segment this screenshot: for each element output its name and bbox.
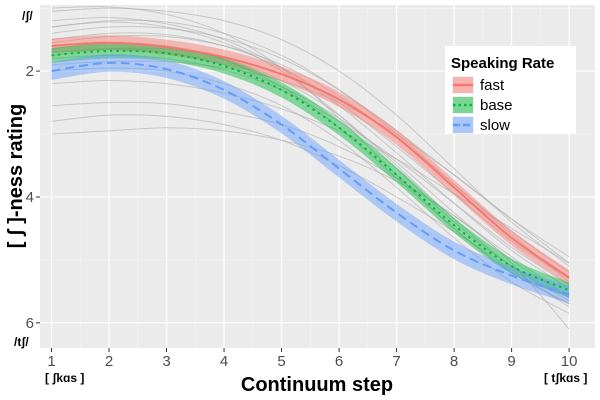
y-top-end-label: /ʃ/ — [22, 9, 33, 23]
series-line-fast — [51, 41, 570, 279]
x-left-end-label: [ ʃkɑs ] — [45, 371, 84, 385]
individual-curve — [51, 47, 570, 302]
legend-key-fill-base — [453, 97, 473, 113]
individual-curve — [51, 19, 570, 273]
x-tick-label: 9 — [507, 353, 515, 370]
legend-keys: fast base slow — [452, 76, 513, 134]
x-axis-ticks: 1 2 3 4 5 6 7 8 9 10 — [47, 348, 577, 370]
major-grid — [40, 5, 595, 348]
legend: Speaking Rate fast base slow — [445, 46, 576, 134]
y-bottom-end-label: /tʃ/ — [14, 335, 29, 349]
x-right-end-label: [ tʃkɑs ] — [544, 371, 587, 385]
individual-curve — [51, 54, 570, 286]
series-lines — [51, 41, 570, 296]
x-tick-label: 1 — [47, 353, 55, 370]
y-tick-label: 4 — [26, 189, 34, 206]
individual-curve — [51, 34, 570, 283]
x-tick-label: 8 — [450, 353, 458, 370]
legend-label-base: base — [480, 97, 513, 114]
y-axis-ticks: 2 4 6 — [26, 63, 40, 332]
x-tick-label: 3 — [162, 353, 170, 370]
legend-title: Speaking Rate — [451, 55, 554, 72]
legend-label-slow: slow — [480, 117, 510, 134]
y-tick-label: 2 — [26, 63, 34, 80]
band-base — [51, 43, 570, 298]
legend-label-fast: fast — [480, 77, 505, 94]
series-line-slow — [51, 61, 570, 296]
individual-curve — [51, 48, 570, 299]
x-tick-label: 5 — [277, 353, 285, 370]
x-tick-label: 4 — [220, 353, 228, 370]
y-axis-title: [ ʃ ]-ness rating — [5, 104, 27, 248]
individual-curve — [51, 101, 570, 299]
y-tick-label: 6 — [26, 315, 34, 332]
x-tick-label: 2 — [105, 353, 113, 370]
x-tick-label: 7 — [392, 353, 400, 370]
individual-curve — [51, 127, 570, 330]
x-axis-title: Continuum step — [241, 374, 393, 396]
individual-curve — [51, 60, 570, 264]
individual-curve — [51, 67, 570, 314]
x-tick-label: 6 — [335, 353, 343, 370]
individual-curve — [51, 6, 570, 305]
x-tick-label: 10 — [561, 353, 578, 370]
series-line-base — [51, 49, 570, 292]
individual-curve — [51, 21, 570, 299]
individual-curves — [51, 6, 570, 330]
